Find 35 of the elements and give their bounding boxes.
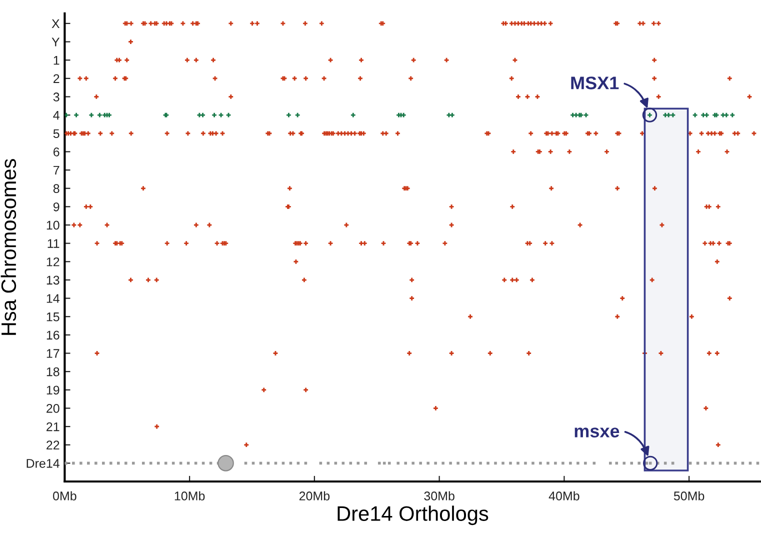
x-tick-label: 20Mb [299,491,330,500]
y-tick-label: 12 [46,257,60,266]
y-tick-label: 17 [46,349,60,358]
x-tick-label: 0Mb [53,491,76,500]
y-tick-label: 13 [46,276,60,285]
y-tick-label: 20 [46,404,60,413]
y-tick-label: X [52,19,60,28]
y-tick-label: 3 [53,92,60,102]
y-tick-label: 21 [46,422,60,432]
y-tick-label: 15 [46,312,60,322]
y-axis-title: Hsa Chromosomes [0,159,16,335]
x-tick-label: 30Mb [424,491,454,500]
y-tick-label: 14 [46,294,60,303]
y-tick-label: 9 [53,202,60,212]
x-axis-title: Dre14 Orthologs [338,506,488,526]
y-tick-label: 11 [48,239,60,248]
annotation: MSX1 [571,76,619,90]
y-tick-label: 16 [46,330,60,340]
annotation: msxe [574,428,620,438]
y-tick-label: 2 [54,74,60,83]
y-tick-label: Dre14 [26,459,60,468]
y-tick-label: 6 [54,148,60,156]
x-tick-label: 10Mb [174,491,205,500]
y-tick-label: 8 [53,184,60,193]
y-tick-label: 5 [53,129,60,138]
y-tick-label: 18 [46,367,60,376]
y-tick-label: 1 [54,56,60,65]
y-tick-label: 19 [46,386,60,395]
y-tick-label: Y [52,38,60,46]
x-tick-label: 50Mb [674,491,704,500]
y-tick-label: 4 [53,110,60,120]
y-tick-label: 22 [46,440,60,450]
x-tick-label: 40Mb [548,491,580,500]
y-tick-label: 10 [46,220,60,230]
y-tick-label: 7 [54,166,60,175]
